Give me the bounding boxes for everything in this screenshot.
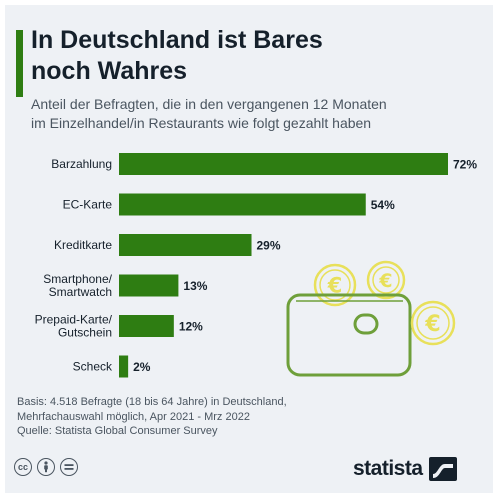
person-glyph-icon	[44, 461, 48, 473]
coin-inner-rim	[372, 266, 400, 294]
chart-subtitle-line: Anteil der Befragten, die in den vergang…	[31, 96, 387, 112]
infographic: In Deutschland ist Bares noch Wahres Ant…	[5, 5, 493, 493]
category-label: Scheck	[73, 360, 113, 374]
statista-flag-icon	[428, 457, 457, 481]
equals-glyph-icon	[64, 464, 74, 470]
category-label: Smartwatch	[49, 285, 112, 299]
creative-commons-icon[interactable]: cc	[14, 458, 32, 476]
footnote: Basis: 4.518 Befragte (18 bis 64 Jahre) …	[17, 395, 417, 439]
license-icons[interactable]: cc	[14, 458, 78, 476]
category-label: Gutschein	[58, 326, 112, 340]
euro-coin-icon: €	[313, 263, 357, 307]
bar	[119, 355, 129, 378]
footnote-basis: Mehrfachauswahl möglich, Apr 2021 - Mrz …	[17, 410, 250, 423]
bar-series: 72% Barzahlung 54% EC-Karte 29% Kreditkarte 13…	[35, 153, 477, 378]
euro-coin-icon: €	[366, 260, 406, 300]
category-label: Kreditkarte	[54, 238, 112, 252]
statista-logo[interactable]: statista	[353, 457, 457, 481]
euro-symbol: €	[424, 312, 440, 337]
chart-subtitle: Anteil der Befragten, die in den vergang…	[31, 95, 481, 133]
euro-coin-icon: €	[410, 300, 456, 346]
bar	[119, 234, 252, 256]
footnote-source: Quelle: Statista Global Consumer Survey	[17, 425, 218, 437]
bar-value-label: 13%	[183, 279, 207, 293]
chart-title: In Deutschland ist Bares noch Wahres	[31, 25, 471, 87]
bar	[119, 193, 366, 216]
wallet-body	[286, 293, 412, 377]
brand-wordmark: statista	[353, 457, 423, 480]
bar-value-label: 54%	[371, 198, 395, 212]
euro-symbol: €	[378, 270, 392, 292]
bar-value-label: 72%	[453, 158, 477, 172]
chart-subtitle-line: im Einzelhandel/in Restaurants wie folgt…	[31, 115, 372, 131]
bar-value-label: 29%	[257, 239, 281, 253]
bar	[119, 315, 174, 337]
category-label: Smartphone/	[43, 272, 112, 286]
no-derivatives-icon[interactable]	[60, 458, 78, 476]
bar-chart: € € € 72% Barzahlung 54% EC-Karte 29% Kreditkar…	[35, 153, 477, 378]
category-label: Prepaid-Karte/	[35, 313, 113, 327]
chart-title-line: noch Wahres	[31, 57, 188, 85]
wallet-clasp	[353, 313, 379, 335]
coin-rim	[313, 263, 357, 307]
coin-rim	[410, 300, 456, 346]
footnote-basis: Basis: 4.518 Befragte (18 bis 64 Jahre) …	[17, 396, 287, 408]
bar	[119, 153, 448, 175]
category-label: EC-Karte	[63, 198, 113, 212]
bar-value-label: 12%	[179, 320, 203, 334]
coin-inner-rim	[319, 269, 351, 301]
attribution-person-icon[interactable]	[37, 458, 55, 476]
coin-rim	[366, 260, 406, 300]
coin-inner-rim	[416, 306, 450, 340]
title-accent-bar	[16, 30, 23, 97]
bar-value-label: 2%	[133, 360, 151, 374]
bar	[119, 274, 179, 297]
chart-title-line: In Deutschland ist Bares	[31, 26, 323, 54]
wallet-with-euro-coins-icon: € € €	[286, 260, 456, 377]
euro-symbol: €	[327, 274, 343, 298]
category-label: Barzahlung	[51, 157, 112, 171]
